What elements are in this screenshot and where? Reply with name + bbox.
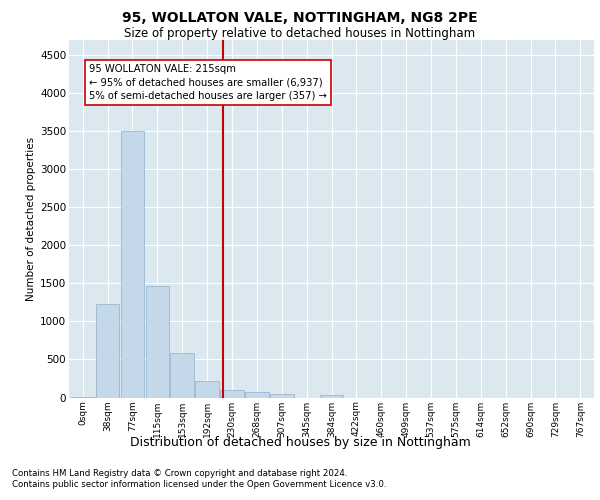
Bar	[195, 381, 219, 398]
Bar	[170, 354, 194, 398]
Bar	[270, 394, 293, 398]
Text: Contains public sector information licensed under the Open Government Licence v3: Contains public sector information licen…	[12, 480, 386, 489]
Bar	[71, 397, 95, 398]
Text: Size of property relative to detached houses in Nottingham: Size of property relative to detached ho…	[124, 28, 476, 40]
Y-axis label: Number of detached properties: Number of detached properties	[26, 136, 36, 301]
Bar	[146, 286, 169, 398]
Bar	[96, 304, 119, 398]
Text: 95, WOLLATON VALE, NOTTINGHAM, NG8 2PE: 95, WOLLATON VALE, NOTTINGHAM, NG8 2PE	[122, 11, 478, 25]
Text: 95 WOLLATON VALE: 215sqm
← 95% of detached houses are smaller (6,937)
5% of semi: 95 WOLLATON VALE: 215sqm ← 95% of detach…	[89, 64, 327, 100]
Bar	[220, 390, 244, 398]
Bar	[121, 132, 144, 398]
Bar	[245, 392, 269, 398]
Text: Contains HM Land Registry data © Crown copyright and database right 2024.: Contains HM Land Registry data © Crown c…	[12, 468, 347, 477]
Bar	[320, 396, 343, 398]
Text: Distribution of detached houses by size in Nottingham: Distribution of detached houses by size …	[130, 436, 470, 449]
